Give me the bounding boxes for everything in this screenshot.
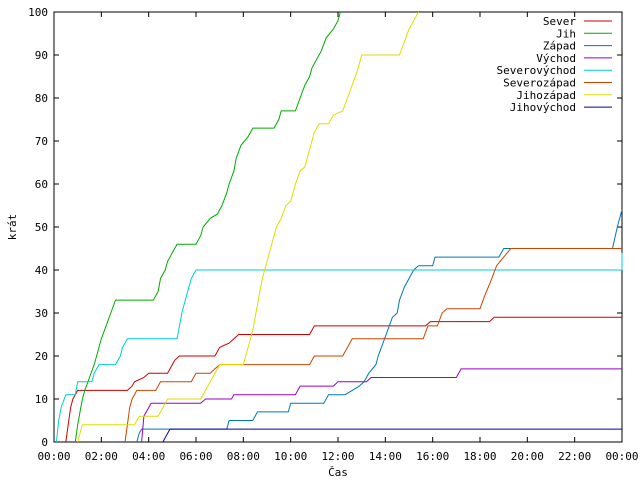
legend-label: Sever [543,15,576,28]
legend-label: Západ [543,40,576,53]
x-axis-ticks: 00:00 02:00 04:00 06:00 08:00 10:00 12:00 14:00… [37,12,639,463]
series-line-0 [65,316,622,443]
legend-label: Jihovýchod [510,101,576,114]
y-tick-label: 10 [35,393,48,406]
series-line-1 [74,11,341,443]
y-tick-label: 20 [35,350,48,363]
x-tick-label: 20:00 [511,450,544,463]
x-axis-title: Čas [328,466,348,479]
y-tick-label: 70 [35,135,48,148]
x-tick-label: 00:00 [37,450,70,463]
x-tick-label: 16:00 [416,450,449,463]
y-tick-label: 30 [35,307,48,320]
series-line-4 [55,252,623,443]
x-tick-label: 00:00 [605,450,638,463]
y-tick-label: 90 [35,49,48,62]
y-axis-title: krát [6,214,19,241]
y-tick-label: 100 [28,6,48,19]
y-tick-label: 40 [35,264,48,277]
plot-area [53,11,623,443]
series-line-6 [77,11,419,443]
x-tick-label: 02:00 [85,450,118,463]
legend-label: Severozápad [503,77,576,90]
y-tick-label: 50 [35,221,48,234]
legend-label: Jih [556,27,576,40]
legend-label: Východ [536,52,576,65]
x-tick-label: 18:00 [463,450,496,463]
y-tick-label: 80 [35,92,48,105]
series-line-5 [124,248,622,443]
x-tick-label: 04:00 [132,450,165,463]
x-tick-label: 22:00 [558,450,591,463]
x-tick-label: 10:00 [274,450,307,463]
series-lines [55,11,623,443]
x-tick-label: 14:00 [369,450,402,463]
x-tick-label: 12:00 [321,450,354,463]
x-tick-label: 06:00 [179,450,212,463]
legend-label: Jihozápad [516,89,576,102]
legend: SeverJihZápadVýchodSeverovýchodSeverozáp… [497,15,612,114]
series-line-3 [141,368,622,443]
x-tick-label: 08:00 [227,450,260,463]
y-axis-ticks: 0 10 20 30 40 50 60 70 80 90 100 [28,6,622,449]
series-line-7 [162,428,622,443]
y-tick-label: 0 [41,436,48,449]
legend-label: Severovýchod [497,64,576,77]
y-tick-label: 60 [35,178,48,191]
series-line-2 [136,209,623,443]
